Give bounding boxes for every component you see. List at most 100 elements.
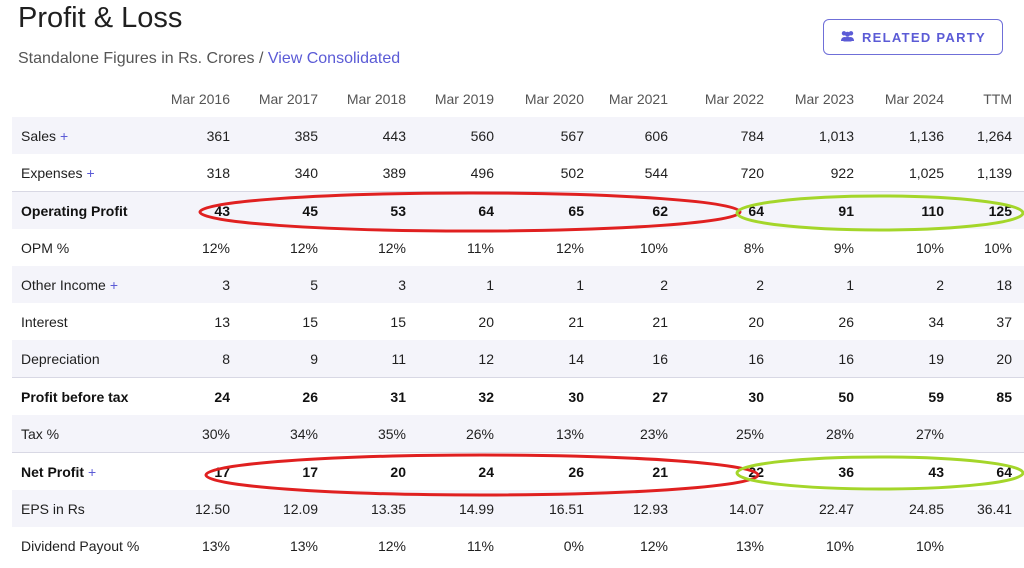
- table-cell: 20: [748, 313, 764, 330]
- table-cell: 22: [748, 463, 764, 480]
- expand-plus-icon[interactable]: +: [109, 276, 119, 293]
- table-cell: 26%: [465, 425, 494, 442]
- row-label-cell[interactable]: Net Profit +: [12, 464, 162, 480]
- column-header: Mar 2023: [794, 91, 854, 107]
- row-label-cell[interactable]: Sales +: [12, 128, 162, 144]
- table-row: Profit before tax 24 26 31 32 30 27 30 50 59 85: [12, 377, 1024, 415]
- table-cell: 32: [478, 388, 494, 405]
- table-cell: 13%: [555, 425, 584, 442]
- column-header: Mar 2017: [258, 91, 318, 107]
- table-cell: 12: [478, 350, 494, 367]
- table-header-row: Mar 2016 Mar 2017 Mar 2018 Mar 2019 Mar …: [12, 81, 1024, 117]
- column-header: Mar 2022: [704, 91, 764, 107]
- row-label-cell[interactable]: Expenses +: [12, 165, 162, 181]
- row-label: Net Profit: [21, 463, 84, 480]
- table-cell: 12.93: [632, 500, 668, 517]
- table-cell: 19: [928, 350, 944, 367]
- row-label-cell: EPS in Rs: [12, 501, 162, 517]
- table-row: Tax % 30% 34% 35% 26% 13% 23% 25% 28% 27%: [12, 415, 1024, 452]
- table-cell: 12%: [639, 537, 668, 554]
- row-label-cell: Profit before tax: [12, 389, 162, 405]
- table-cell: 16: [748, 350, 764, 367]
- row-label: Interest: [21, 313, 68, 330]
- table-cell: 502: [560, 164, 584, 181]
- table-cell: 53: [390, 202, 406, 219]
- table-cell: 20: [390, 463, 406, 480]
- related-party-label: RELATED PARTY: [861, 29, 987, 45]
- table-cell: 26: [568, 463, 584, 480]
- table-cell: 12%: [377, 537, 406, 554]
- table-cell: 1,136: [908, 127, 944, 144]
- row-label-cell: OPM %: [12, 240, 162, 256]
- expand-plus-icon[interactable]: +: [60, 127, 69, 144]
- table-cell: 35%: [377, 425, 406, 442]
- table-cell: 8: [222, 350, 230, 367]
- table-cell: 544: [644, 164, 668, 181]
- table-cell: 27%: [915, 425, 944, 442]
- table-cell: 12.09: [282, 500, 318, 517]
- table-cell: 31: [390, 388, 406, 405]
- table-cell: 16.51: [548, 500, 584, 517]
- table-cell: 1,264: [976, 127, 1012, 144]
- table-cell: 30: [748, 388, 764, 405]
- table-cell: 2: [756, 276, 764, 293]
- table-cell: 30: [568, 388, 584, 405]
- table-cell: 10%: [825, 537, 854, 554]
- table-cell: 606: [644, 127, 668, 144]
- table-cell: 12%: [289, 239, 318, 256]
- table-cell: 26: [838, 313, 854, 330]
- table-cell: 12%: [555, 239, 584, 256]
- table-cell: 14.99: [458, 500, 494, 517]
- table-cell: 91: [838, 202, 854, 219]
- row-label-cell: Operating Profit: [12, 203, 162, 219]
- table-cell: 11: [391, 350, 406, 367]
- table-cell: 24: [214, 388, 230, 405]
- row-label: Expenses: [21, 164, 83, 181]
- table-cell: 389: [382, 164, 406, 181]
- table-cell: 720: [740, 164, 764, 181]
- table-row: Expenses +318 340 389 496 502 544 720 922 1,025 1,…: [12, 154, 1024, 191]
- table-cell: 27: [652, 388, 668, 405]
- table-cell: 64: [996, 463, 1012, 480]
- table-cell: 12.50: [194, 500, 230, 517]
- table-row: Dividend Payout % 13% 13% 12% 11% 0% 12% 13% 10%…: [12, 527, 1024, 564]
- table-cell: 10%: [915, 239, 944, 256]
- expand-plus-icon[interactable]: +: [86, 164, 95, 181]
- table-cell: 560: [470, 127, 494, 144]
- table-cell: 37: [996, 313, 1012, 330]
- row-label-cell[interactable]: Other Income +: [12, 277, 162, 293]
- table-cell: 43: [214, 202, 230, 219]
- table-cell: 12%: [377, 239, 406, 256]
- row-label-cell: Tax %: [12, 426, 162, 442]
- table-cell: 1: [486, 276, 494, 293]
- table-cell: 62: [652, 202, 668, 219]
- table-cell: 17: [302, 463, 318, 480]
- column-header: TTM: [983, 91, 1012, 107]
- expand-plus-icon[interactable]: +: [88, 463, 97, 480]
- row-label: OPM %: [21, 239, 70, 256]
- table-cell: 65: [568, 202, 584, 219]
- row-label: Operating Profit: [21, 202, 128, 219]
- table-cell: 16: [652, 350, 668, 367]
- table-cell: 11%: [467, 239, 494, 256]
- table-cell: 43: [928, 463, 944, 480]
- row-label-cell: Dividend Payout %: [12, 538, 162, 554]
- table-cell: 28%: [825, 425, 854, 442]
- table-cell: 110: [921, 202, 944, 219]
- table-cell: 0%: [563, 537, 584, 554]
- table-cell: 21: [652, 463, 668, 480]
- view-consolidated-link[interactable]: View Consolidated: [267, 50, 401, 67]
- table-cell: 14: [568, 350, 584, 367]
- table-row: Depreciation 8 9 11 12 14 16 16 16 19 20: [12, 340, 1024, 377]
- row-label: Tax %: [21, 425, 60, 442]
- related-party-button[interactable]: RELATED PARTY: [823, 19, 1003, 55]
- table-cell: 24.85: [908, 500, 944, 517]
- table-cell: 30%: [201, 425, 230, 442]
- row-label-cell: Depreciation: [12, 351, 162, 367]
- table-cell: 1,139: [976, 164, 1012, 181]
- table-cell: 1: [576, 276, 584, 293]
- row-label: Depreciation: [21, 350, 100, 367]
- table-cell: 23%: [639, 425, 668, 442]
- table-cell: 10%: [983, 239, 1012, 256]
- table-cell: 1,025: [908, 164, 944, 181]
